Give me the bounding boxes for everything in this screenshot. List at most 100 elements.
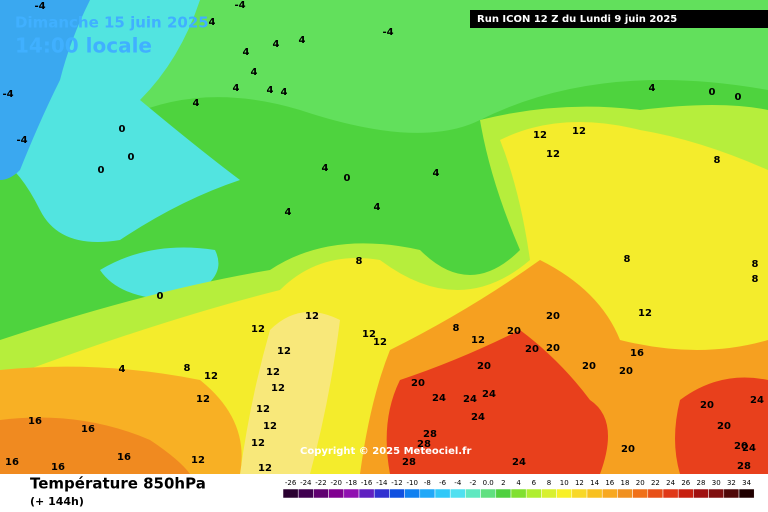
scale-label: 22 bbox=[651, 479, 660, 487]
contour-label: 24 bbox=[471, 412, 485, 423]
scale-label: 0.0 bbox=[483, 479, 494, 487]
scale-label: 10 bbox=[560, 479, 569, 487]
contour-label: 12 bbox=[258, 463, 272, 474]
date-label: Dimanche 15 juin 2025 bbox=[15, 14, 209, 32]
scale-swatch bbox=[449, 488, 466, 499]
scale-swatch bbox=[282, 488, 299, 499]
scale-swatch bbox=[419, 488, 436, 499]
contour-label: 12 bbox=[471, 335, 485, 346]
contour-label: 20 bbox=[619, 366, 633, 377]
contour-label: 0 bbox=[344, 173, 351, 184]
contour-label: 12 bbox=[373, 337, 387, 348]
temp-zone bbox=[0, 0, 768, 133]
contour-label: 8 bbox=[356, 256, 363, 267]
scale-swatch bbox=[556, 488, 573, 499]
footer-title: Température 850hPa bbox=[30, 475, 206, 493]
contour-label: 20 bbox=[621, 444, 635, 455]
contour-label: 16 bbox=[117, 452, 131, 463]
contour-label: 0 bbox=[119, 124, 126, 135]
contour-label: 12 bbox=[256, 404, 270, 415]
contour-label: 20 bbox=[525, 344, 539, 355]
contour-label: 12 bbox=[266, 367, 280, 378]
contour-label: 12 bbox=[251, 438, 265, 449]
scale-label: 4 bbox=[516, 479, 521, 487]
contour-label: 24 bbox=[463, 394, 477, 405]
contour-label: 4 bbox=[273, 39, 280, 50]
contour-label: 12 bbox=[196, 394, 210, 405]
scale-label: 14 bbox=[590, 479, 599, 487]
scale-swatch bbox=[358, 488, 375, 499]
scale-swatch bbox=[647, 488, 664, 499]
temp-zone bbox=[675, 377, 768, 474]
scale-swatch bbox=[617, 488, 633, 499]
contour-label: 12 bbox=[191, 455, 205, 466]
scale-label: 8 bbox=[547, 479, 551, 487]
scale-label: -4 bbox=[454, 479, 462, 487]
run-label: Run ICON 12 Z du Lundi 9 juin 2025 bbox=[477, 14, 677, 25]
scale-swatch bbox=[571, 488, 588, 499]
temp-zone bbox=[240, 312, 340, 474]
scale-label: -12 bbox=[391, 479, 402, 487]
contour-label: 20 bbox=[582, 361, 596, 372]
contour-label: 8 bbox=[184, 363, 191, 374]
contour-label: -4 bbox=[34, 1, 45, 12]
scale-swatch bbox=[601, 488, 618, 499]
scale-label: -10 bbox=[406, 479, 417, 487]
scale-label: 28 bbox=[697, 479, 706, 487]
contour-label: -4 bbox=[2, 89, 13, 100]
contour-label: 12 bbox=[251, 324, 265, 335]
scale-label: -8 bbox=[424, 479, 431, 487]
scale-label: 12 bbox=[575, 479, 584, 487]
scale-label: 30 bbox=[712, 479, 721, 487]
copyright: Copyright © 2025 Meteociel.fr bbox=[300, 446, 471, 457]
scale-swatch bbox=[662, 488, 679, 499]
scale-label: -6 bbox=[439, 479, 447, 487]
contour-label: 20 bbox=[700, 400, 714, 411]
contour-label: 4 bbox=[433, 168, 440, 179]
scale-label: -20 bbox=[330, 479, 341, 487]
contour-label: 16 bbox=[81, 424, 95, 435]
contour-label: 4 bbox=[119, 364, 126, 375]
footer-lead: (+ 144h) bbox=[30, 495, 84, 508]
scale-swatch bbox=[677, 488, 694, 499]
run-box bbox=[470, 10, 768, 28]
temp-zone bbox=[0, 0, 90, 180]
contour-label: 12 bbox=[271, 383, 285, 394]
scale-swatch bbox=[343, 488, 360, 499]
contour-label: 12 bbox=[277, 346, 291, 357]
scale-swatch bbox=[525, 488, 542, 499]
contour-label: 20 bbox=[507, 326, 521, 337]
contour-label: 12 bbox=[263, 421, 277, 432]
contour-label: 12 bbox=[546, 149, 560, 160]
scale-label: 34 bbox=[742, 479, 751, 487]
contour-label: 12 bbox=[305, 311, 319, 322]
scale-label: -26 bbox=[285, 479, 297, 487]
scale-label: 32 bbox=[727, 479, 736, 487]
contour-label: 8 bbox=[752, 259, 759, 270]
contour-label: -4 bbox=[382, 27, 393, 38]
contour-label: 12 bbox=[204, 371, 218, 382]
contour-label: 12 bbox=[638, 308, 652, 319]
contour-label: 8 bbox=[453, 323, 460, 334]
contour-label: 20 bbox=[411, 378, 425, 389]
contour-label: 4 bbox=[281, 87, 288, 98]
contour-label: 0 bbox=[157, 291, 164, 302]
time-label: 14:00 locale bbox=[15, 34, 152, 58]
contour-label: 20 bbox=[546, 311, 560, 322]
contour-label: 4 bbox=[267, 85, 274, 96]
temp-zone bbox=[0, 417, 190, 474]
contour-label: 16 bbox=[28, 416, 42, 427]
contour-label: 24 bbox=[750, 395, 764, 406]
contour-label: 28 bbox=[402, 457, 416, 468]
scale-swatch bbox=[328, 488, 345, 499]
scale-label: 16 bbox=[605, 479, 614, 487]
scale-swatch bbox=[465, 488, 481, 499]
contour-label: -4 bbox=[16, 135, 27, 146]
scale-swatch bbox=[510, 488, 527, 499]
contour-label: 24 bbox=[432, 393, 446, 404]
contour-label: 8 bbox=[714, 155, 721, 166]
scale-label: 24 bbox=[666, 479, 675, 487]
contour-label: 16 bbox=[5, 457, 19, 468]
